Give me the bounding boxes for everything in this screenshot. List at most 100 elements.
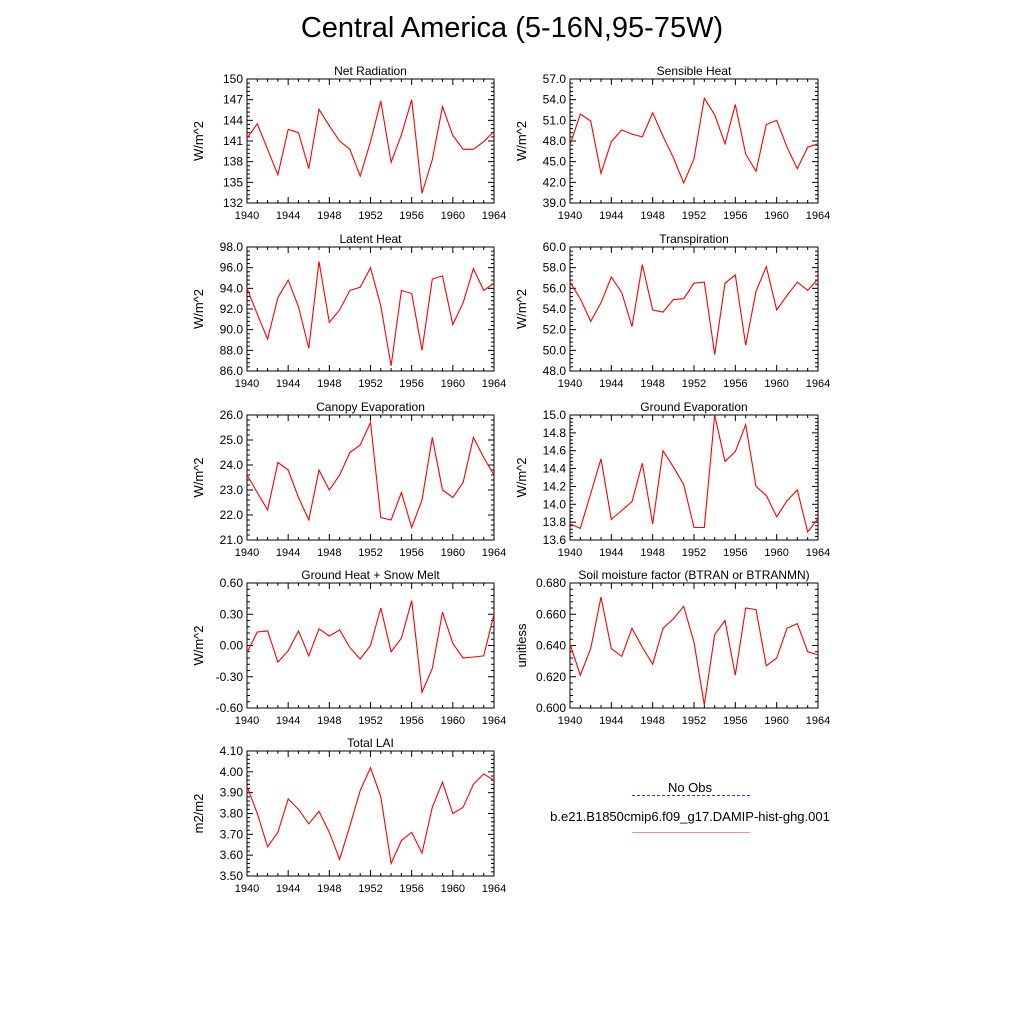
series-line	[246, 261, 495, 366]
data-point	[463, 302, 464, 303]
data-point	[483, 290, 484, 291]
panel-title: Latent Heat	[339, 232, 402, 246]
y-axis-label: m2/m2	[191, 794, 206, 834]
data-point	[807, 290, 808, 291]
y-axis-label: unitless	[514, 623, 529, 668]
data-point	[349, 290, 350, 291]
figure-title: Central America (5-16N,95-75W)	[300, 12, 724, 44]
data-point	[267, 149, 268, 150]
data-point	[493, 131, 494, 132]
data-point	[745, 424, 746, 425]
y-axis-label: W/m^2	[514, 289, 529, 329]
data-point	[339, 140, 340, 141]
data-point	[288, 469, 289, 470]
data-point	[673, 157, 674, 158]
data-point	[298, 630, 299, 631]
data-point	[483, 655, 484, 656]
data-point	[683, 484, 684, 485]
panel-9: Total LAI 3.50 3.60 3.70 3.80 3.90 4.00 4.10 194…	[191, 736, 506, 895]
y-tick-label: 0.600	[536, 701, 566, 715]
x-tick-label: 1944	[276, 715, 300, 727]
plot-frame	[569, 246, 819, 372]
y-tick-label: 14.0	[543, 497, 567, 511]
data-point	[642, 136, 643, 137]
y-axis-label: W/m^2	[191, 457, 206, 497]
data-point	[380, 305, 381, 306]
y-tick-label: 23.0	[220, 483, 244, 497]
x-tick-label: 1948	[317, 378, 341, 390]
data-point	[493, 614, 494, 615]
y-tick-label: 42.0	[543, 175, 567, 189]
data-point	[693, 527, 694, 528]
data-point	[745, 154, 746, 155]
y-tick-label: 25.0	[220, 433, 244, 447]
data-point	[766, 495, 767, 496]
data-point	[246, 288, 247, 289]
data-point	[442, 612, 443, 613]
data-point	[683, 606, 684, 607]
data-point	[401, 840, 402, 841]
data-point	[704, 704, 705, 705]
data-point	[339, 859, 340, 860]
y-tick-label: 45.0	[543, 155, 567, 169]
data-point	[611, 519, 612, 520]
x-tick-label: 1960	[764, 715, 788, 727]
y-axis-label: W/m^2	[514, 121, 529, 161]
data-point	[473, 149, 474, 150]
series-line	[246, 766, 495, 866]
x-tick-label: 1944	[599, 210, 623, 222]
x-tick-label: 1956	[723, 547, 747, 559]
y-tick-label: 135	[223, 175, 243, 189]
data-point	[766, 266, 767, 267]
x-tick-label: 1964	[806, 715, 830, 727]
x-tick-label: 1940	[558, 547, 582, 559]
y-tick-label: 86.0	[220, 364, 244, 378]
data-point	[724, 461, 725, 462]
x-tick-label: 1940	[235, 883, 259, 895]
data-point	[401, 134, 402, 135]
data-point	[298, 809, 299, 810]
panel-title: Canopy Evaporation	[316, 400, 425, 414]
data-point	[452, 135, 453, 136]
panel-2: Sensible Heat 39.0 42.0 45.0 48.0 51.0 54.0 57.…	[514, 64, 830, 222]
legend-model-label: b.e21.B1850cmip6.f09_g17.DAMIP-hist-ghg.…	[550, 809, 830, 824]
data-point	[246, 474, 247, 475]
data-point	[411, 832, 412, 833]
y-tick-label: 52.0	[543, 323, 567, 337]
x-tick-label: 1948	[317, 883, 341, 895]
data-point	[267, 846, 268, 847]
y-tick-label: 14.2	[543, 479, 567, 493]
data-point	[673, 466, 674, 467]
legend-obs-row	[520, 795, 860, 817]
data-point	[370, 422, 371, 423]
x-tick-label: 1940	[235, 378, 259, 390]
data-point	[277, 297, 278, 298]
data-point	[776, 516, 777, 517]
x-tick-label: 1960	[441, 883, 465, 895]
data-point	[277, 174, 278, 175]
data-point	[797, 168, 798, 169]
data-point	[493, 780, 494, 781]
data-point	[483, 141, 484, 142]
data-point	[724, 283, 725, 284]
data-point	[797, 282, 798, 283]
x-tick-label: 1948	[640, 378, 664, 390]
y-tick-label: 26.0	[220, 408, 244, 422]
data-point	[621, 510, 622, 511]
plot-frame	[569, 414, 819, 541]
data-point	[755, 171, 756, 172]
data-point	[277, 462, 278, 463]
data-point	[631, 134, 632, 135]
x-tick-label: 1948	[317, 547, 341, 559]
data-point	[463, 482, 464, 483]
y-tick-label: 48.0	[543, 364, 567, 378]
y-tick-label: 51.0	[543, 113, 567, 127]
data-point	[642, 463, 643, 464]
x-tick-label: 1940	[235, 547, 259, 559]
data-point	[432, 807, 433, 808]
series-line	[569, 596, 819, 705]
data-point	[735, 675, 736, 676]
data-point	[569, 643, 570, 644]
y-tick-label: 147	[223, 93, 243, 107]
x-tick-label: 1940	[558, 378, 582, 390]
